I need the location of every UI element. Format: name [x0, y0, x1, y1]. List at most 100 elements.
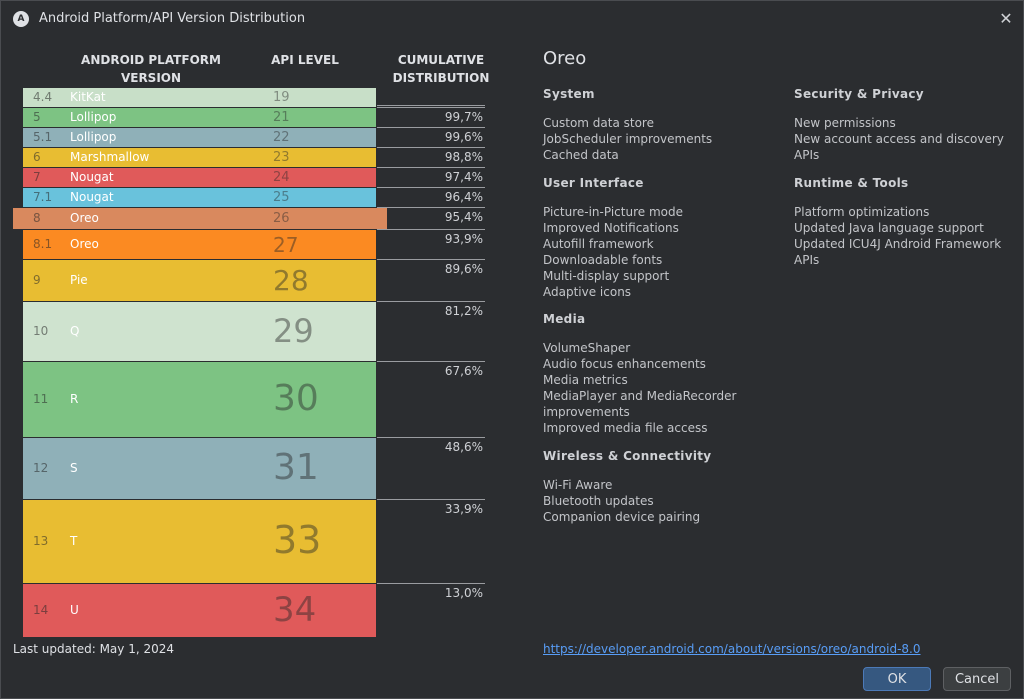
- version-name: S: [70, 461, 78, 475]
- version-name: R: [70, 392, 79, 406]
- feature-item: JobScheduler improvements: [543, 132, 713, 146]
- close-icon[interactable]: ✕: [999, 9, 1013, 28]
- cumulative-value: 67,6%: [444, 364, 483, 378]
- api-level: 19: [273, 89, 290, 105]
- cumulative-cell: 96,4%: [377, 187, 485, 207]
- api-level: 27: [273, 232, 299, 257]
- version-row[interactable]: 14 U 34: [23, 583, 376, 637]
- section-heading: Media: [543, 312, 586, 326]
- cumulative-cell: 89,6%: [377, 259, 485, 301]
- version-name: T: [70, 534, 78, 548]
- cumulative-value: 89,6%: [444, 262, 483, 276]
- version-row[interactable]: 7 Nougat 24: [23, 167, 376, 187]
- cancel-button[interactable]: Cancel: [943, 667, 1011, 691]
- version-name: U: [70, 603, 79, 617]
- feature-item: Media metrics: [543, 373, 628, 387]
- api-level: 29: [273, 312, 314, 351]
- version-row[interactable]: 7.1 Nougat 25: [23, 187, 376, 207]
- cumulative-cell: 67,6%: [377, 361, 485, 437]
- feature-item: Custom data store: [543, 116, 654, 130]
- version-name: Oreo: [70, 237, 99, 251]
- feature-item: APIs: [794, 253, 820, 267]
- api-level: 31: [273, 446, 319, 488]
- version-name: Marshmallow: [70, 150, 150, 164]
- version-number: 9: [33, 273, 41, 287]
- feature-item: Multi-display support: [543, 269, 670, 283]
- feature-item: Improved Notifications: [543, 221, 679, 235]
- details-title: Oreo: [543, 48, 587, 69]
- version-name: Lollipop: [70, 110, 117, 124]
- cumulative-value: 33,9%: [444, 502, 483, 516]
- version-row[interactable]: 10 Q 29: [23, 301, 376, 361]
- api-level: 23: [273, 149, 290, 165]
- version-name: Oreo: [70, 211, 99, 225]
- documentation-link[interactable]: https://developer.android.com/about/vers…: [543, 642, 921, 656]
- version-name: Nougat: [70, 190, 114, 204]
- version-row[interactable]: 13 T 33: [23, 499, 376, 583]
- cumulative-separator: [377, 105, 485, 106]
- version-number: 5: [33, 110, 41, 124]
- header-api-level: API LEVEL: [271, 53, 339, 67]
- version-number: 10: [33, 324, 49, 338]
- api-level: 22: [273, 129, 290, 145]
- section-heading: Wireless & Connectivity: [543, 449, 712, 463]
- version-number: 7.1: [33, 190, 53, 204]
- feature-item: MediaPlayer and MediaRecorder: [543, 389, 737, 403]
- section-heading: System: [543, 87, 595, 101]
- ok-button[interactable]: OK: [863, 667, 931, 691]
- cumulative-cell: 13,0%: [377, 583, 485, 637]
- version-row[interactable]: 5.1 Lollipop 22: [23, 127, 376, 147]
- cumulative-value: 97,4%: [444, 170, 483, 184]
- cumulative-cell: 99,7%: [377, 107, 485, 127]
- section-heading: Security & Privacy: [794, 87, 924, 101]
- version-row[interactable]: 6 Marshmallow 23: [23, 147, 376, 167]
- cumulative-cell: 99,6%: [377, 127, 485, 147]
- cumulative-value: 99,7%: [444, 110, 483, 124]
- version-number: 7: [33, 170, 41, 184]
- cumulative-value: 98,8%: [444, 150, 483, 164]
- feature-item: New account access and discovery: [794, 132, 1004, 146]
- api-level: 26: [273, 210, 290, 226]
- version-number: 5.1: [33, 130, 53, 144]
- feature-item: VolumeShaper: [543, 341, 631, 355]
- api-level: 34: [273, 589, 317, 630]
- version-name: Q: [70, 324, 80, 338]
- cumulative-cell: 48,6%: [377, 437, 485, 499]
- section-heading: User Interface: [543, 176, 644, 190]
- feature-item: Updated ICU4J Android Framework: [794, 237, 1002, 251]
- feature-item: Bluetooth updates: [543, 494, 654, 508]
- section-heading: Runtime & Tools: [794, 176, 909, 190]
- api-level: 30: [273, 377, 319, 419]
- version-row[interactable]: 9 Pie 28: [23, 259, 376, 301]
- feature-item: Audio focus enhancements: [543, 357, 706, 371]
- feature-item: Wi-Fi Aware: [543, 478, 613, 492]
- api-level: 21: [273, 109, 290, 125]
- api-level: 33: [273, 518, 322, 563]
- feature-item: Picture-in-Picture mode: [543, 205, 683, 219]
- version-number: 11: [33, 392, 49, 406]
- cumulative-value: 48,6%: [444, 440, 483, 454]
- version-row[interactable]: 8.1 Oreo 27: [23, 229, 376, 259]
- api-level: 24: [273, 169, 290, 185]
- version-name: Pie: [70, 273, 88, 287]
- api-level: 28: [273, 263, 309, 297]
- version-row[interactable]: 8 Oreo 26: [13, 207, 387, 229]
- version-row[interactable]: 12 S 31: [23, 437, 376, 499]
- header-platform-version: ANDROID PLATFORM VERSION: [81, 53, 221, 85]
- cumulative-value: 13,0%: [444, 586, 483, 600]
- version-row[interactable]: 11 R 30: [23, 361, 376, 437]
- feature-item: Companion device pairing: [543, 510, 701, 524]
- api-level: 25: [273, 189, 290, 205]
- feature-item: Autofill framework: [543, 237, 654, 251]
- window-title: Android Platform/API Version Distributio…: [39, 11, 306, 26]
- version-row[interactable]: 4.4 KitKat 19: [23, 87, 376, 107]
- version-number: 13: [33, 534, 49, 548]
- version-name: Lollipop: [70, 130, 117, 144]
- feature-item: New permissions: [794, 116, 896, 130]
- version-number: 8.1: [33, 237, 53, 251]
- feature-item: improvements: [543, 405, 630, 419]
- version-row[interactable]: 5 Lollipop 21: [23, 107, 376, 127]
- version-number: 12: [33, 461, 49, 475]
- version-number: 14: [33, 603, 49, 617]
